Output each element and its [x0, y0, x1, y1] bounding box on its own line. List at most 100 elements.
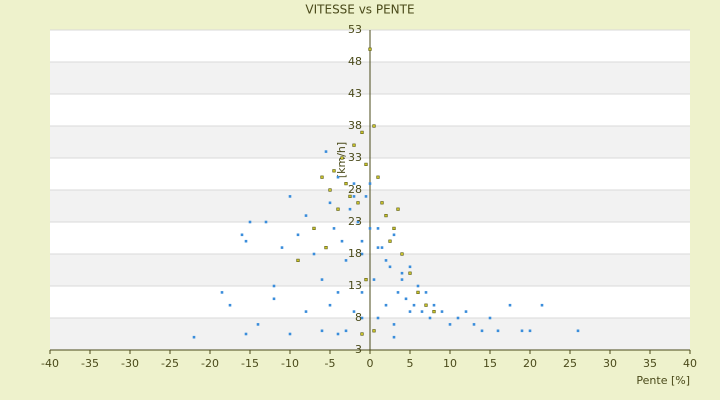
x-tick-label: 30 [603, 357, 617, 370]
point [280, 246, 284, 249]
plot-area [50, 29, 690, 351]
point [392, 335, 396, 339]
x-tick-label: -20 [201, 357, 219, 370]
point [360, 332, 364, 336]
point [296, 258, 300, 263]
point [244, 332, 248, 336]
point [408, 265, 412, 269]
point [408, 271, 412, 275]
point [424, 291, 428, 294]
y-tick-label: 33 [348, 151, 362, 164]
point [428, 316, 432, 320]
point [368, 47, 372, 51]
point [360, 252, 364, 256]
x-tick-label: -35 [81, 357, 99, 370]
point [396, 291, 400, 294]
x-tick-label: -25 [161, 357, 179, 370]
point [340, 239, 344, 243]
x-tick-label: 15 [483, 357, 497, 370]
point [372, 329, 376, 333]
point [356, 201, 360, 205]
point [192, 335, 196, 339]
point [392, 323, 396, 326]
point [356, 220, 360, 224]
point [376, 227, 380, 230]
point [336, 207, 340, 211]
point [336, 175, 340, 179]
point [332, 169, 336, 173]
x-tick-label: 5 [407, 357, 414, 370]
point [352, 310, 356, 313]
point [576, 329, 580, 333]
point [340, 156, 344, 160]
point [396, 207, 400, 211]
point [364, 162, 368, 167]
point [320, 175, 324, 179]
point [392, 233, 396, 237]
point [344, 182, 348, 186]
point [392, 226, 396, 231]
point [368, 182, 372, 185]
y-tick-label: 23 [348, 215, 362, 228]
point [364, 195, 368, 198]
y-tick-label: 18 [348, 247, 362, 260]
y-axis-label: [km/h] [335, 142, 348, 178]
point [288, 195, 292, 198]
y-tick-label: 28 [348, 183, 362, 196]
point [384, 259, 388, 262]
point [528, 329, 532, 333]
point [380, 246, 384, 249]
point [328, 303, 332, 307]
point [320, 278, 324, 281]
point [376, 316, 380, 320]
point [304, 214, 308, 217]
y-tick-label: 43 [348, 87, 362, 100]
point [320, 329, 324, 333]
point [296, 233, 300, 237]
point [324, 150, 328, 153]
point [328, 188, 332, 192]
point [432, 303, 436, 307]
point [376, 175, 380, 179]
point [420, 310, 424, 313]
point [360, 316, 364, 320]
x-tick-label: 20 [523, 357, 537, 370]
point [388, 265, 392, 269]
x-tick-label: 10 [443, 357, 457, 370]
y-tick-label: 48 [348, 55, 362, 68]
y-tick-label: 13 [348, 279, 362, 292]
y-tick-label: 8 [355, 311, 362, 324]
point [240, 233, 244, 237]
x-axis-label: Pente [%] [636, 374, 690, 387]
chart-title: VITESSE vs PENTE [305, 3, 414, 17]
point [360, 239, 364, 243]
point [416, 290, 420, 295]
point [380, 201, 384, 205]
point [424, 303, 428, 307]
point [432, 309, 436, 314]
x-tick-label: 0 [367, 357, 374, 370]
point [352, 143, 356, 147]
point [488, 316, 492, 320]
point [456, 316, 460, 320]
point [348, 194, 352, 199]
point [264, 220, 268, 224]
point [352, 182, 356, 185]
point [256, 323, 260, 326]
point [348, 207, 352, 211]
point [244, 239, 248, 243]
point [372, 278, 376, 281]
point [408, 310, 412, 313]
point [384, 214, 388, 218]
point [312, 226, 316, 231]
point [344, 329, 348, 333]
point [400, 271, 404, 275]
x-tick-label: -15 [241, 357, 259, 370]
point [404, 297, 408, 301]
point [344, 259, 348, 262]
point [508, 303, 512, 307]
point [472, 323, 476, 326]
point [272, 284, 276, 288]
x-tick-label: 25 [563, 357, 577, 370]
